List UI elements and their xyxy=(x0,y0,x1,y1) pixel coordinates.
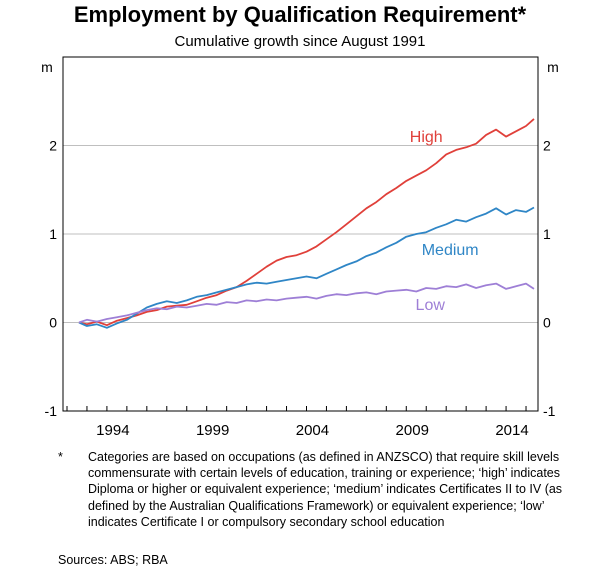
gridlines xyxy=(63,145,538,323)
y-tick-label-right: 1 xyxy=(543,226,551,242)
series-label-low: Low xyxy=(416,297,446,314)
series-line-low xyxy=(78,282,535,324)
y-tick-label-left: 2 xyxy=(49,138,57,154)
ticks xyxy=(66,406,527,411)
y-tick-label-left: -1 xyxy=(45,403,58,419)
x-tick-label: 2004 xyxy=(296,422,329,439)
axis-labels: m m -1 -1 0 0 1 1 2 2 1994 1999 2004 2009 2014 High Me… xyxy=(41,59,559,439)
chart-subtitle: Cumulative growth since August 1991 xyxy=(174,33,426,50)
y-tick-label-right: -1 xyxy=(543,403,556,419)
series-label-medium: Medium xyxy=(422,242,479,259)
unit-left: m xyxy=(41,59,53,75)
y-tick-label-left: 0 xyxy=(49,315,57,331)
sources: Sources: ABS; RBA xyxy=(58,553,168,567)
x-tick-label: 1994 xyxy=(96,422,129,439)
series-line-medium xyxy=(78,206,535,329)
x-tick-label: 1999 xyxy=(196,422,229,439)
footnote-marker: * xyxy=(58,450,63,464)
x-tick-label: 2014 xyxy=(495,422,528,439)
y-tick-label-right: 0 xyxy=(543,315,551,331)
unit-right: m xyxy=(547,59,559,75)
y-tick-label-left: 1 xyxy=(49,226,57,242)
series-label-high: High xyxy=(410,129,443,146)
chart-title: Employment by Qualification Requirement* xyxy=(73,2,527,27)
series-line-high xyxy=(78,118,535,327)
footnote-text: Categories are based on occupations (as … xyxy=(88,450,563,529)
plot-frame xyxy=(62,56,539,412)
footnote: * Categories are based on occupations (a… xyxy=(58,449,578,530)
series-lines xyxy=(78,118,535,329)
line-chart: m m -1 -1 0 0 1 1 2 2 1994 1999 2004 2009 2014 High Me… xyxy=(41,56,559,439)
x-tick-label: 2009 xyxy=(396,422,429,439)
y-tick-label-right: 2 xyxy=(543,138,551,154)
